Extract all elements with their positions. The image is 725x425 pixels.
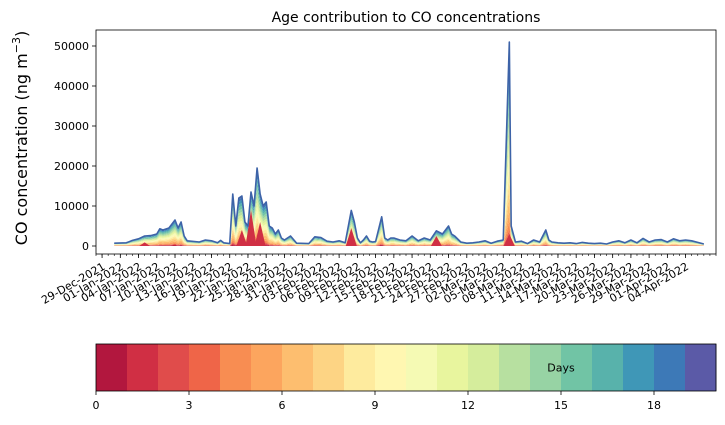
- total-series-line: [114, 41, 705, 245]
- colorbar-tick-label-6: 18: [647, 399, 661, 412]
- colorbar-bin-3: [189, 344, 221, 391]
- colorbar-bin-19: [685, 344, 717, 391]
- age-band-7: [114, 182, 704, 246]
- age-band-0: [114, 241, 704, 246]
- age-band-16: [114, 70, 704, 245]
- age-band-12: [114, 119, 704, 245]
- age-band-8: [114, 168, 704, 246]
- colorbar-frame: [95, 343, 717, 392]
- young-age-peak-0: [139, 242, 151, 246]
- age-band-6: [114, 197, 704, 246]
- young-age-peak-1: [236, 230, 248, 246]
- colorbar-tick-label-3: 9: [372, 399, 379, 412]
- young-age-peak-6: [503, 234, 515, 246]
- colorbar-bin-12: [468, 344, 500, 391]
- y-tick-label-4: 40000: [54, 80, 89, 93]
- age-band-3: [114, 229, 704, 246]
- colorbar-tick-label-5: 15: [554, 399, 568, 412]
- y-tick-label-5: 50000: [54, 40, 89, 53]
- y-tick-label-0: 0: [82, 240, 89, 253]
- colorbar-bin-4: [220, 344, 252, 391]
- colorbar-bin-13: [499, 344, 531, 391]
- colorbar-bin-16: [592, 344, 624, 391]
- age-band-17: [114, 58, 704, 245]
- age-band-13: [114, 107, 704, 245]
- y-axis-label-superscript: −3: [10, 37, 23, 53]
- y-tick-label-1: 10000: [54, 200, 89, 213]
- plot-area: 0100002000030000400005000029-Dec-202101-…: [39, 29, 717, 307]
- age-band-1: [114, 237, 704, 246]
- colorbar-bin-6: [282, 344, 314, 391]
- y-axis-label: CO concentration (ng m−3): [10, 31, 31, 245]
- young-age-peak-2: [245, 210, 257, 246]
- age-band-15: [114, 82, 704, 245]
- colorbar-bin-18: [654, 344, 686, 391]
- colorbar-bin-0: [96, 344, 128, 391]
- chart-title: Age contribution to CO concentrations: [272, 10, 541, 26]
- colorbar-tick-label-1: 3: [186, 399, 193, 412]
- age-band-9: [114, 156, 704, 246]
- age-band-4: [114, 221, 704, 246]
- colorbar-bin-9: [375, 344, 407, 391]
- colorbar-bin-8: [344, 344, 376, 391]
- age-band-11: [114, 131, 704, 245]
- colorbar-bin-7: [313, 344, 345, 391]
- colorbar-tick-label-4: 12: [461, 399, 475, 412]
- age-band-10: [114, 144, 704, 246]
- colorbar-tick-label-2: 6: [279, 399, 286, 412]
- age-band-14: [114, 95, 704, 245]
- colorbar-bin-15: [561, 344, 593, 391]
- colorbar-label: Days: [547, 362, 575, 375]
- colorbar-bin-2: [158, 344, 190, 391]
- colorbar-bin-10: [406, 344, 438, 391]
- young-age-peak-5: [430, 236, 442, 246]
- young-age-peak-4: [345, 228, 357, 246]
- colorbar-bin-17: [623, 344, 655, 391]
- colorbar-bin-1: [127, 344, 159, 391]
- colorbar-bin-11: [437, 344, 469, 391]
- age-band-2: [114, 233, 704, 246]
- colorbar-bin-14: [530, 344, 562, 391]
- age-bands: [114, 41, 705, 246]
- colorbar-tick-label-0: 0: [93, 399, 100, 412]
- colorbar-bin-5: [251, 344, 283, 391]
- age-band-5: [114, 211, 704, 246]
- colorbar: 0 3 6 9 12 15 18 Days: [93, 343, 717, 412]
- y-axis-label-main: CO concentration (ng m: [12, 53, 31, 245]
- y-axis-label-close: ): [12, 31, 31, 37]
- y-tick-label-3: 30000: [54, 120, 89, 133]
- y-tick-label-2: 20000: [54, 160, 89, 173]
- young-age-peak-3: [254, 222, 266, 246]
